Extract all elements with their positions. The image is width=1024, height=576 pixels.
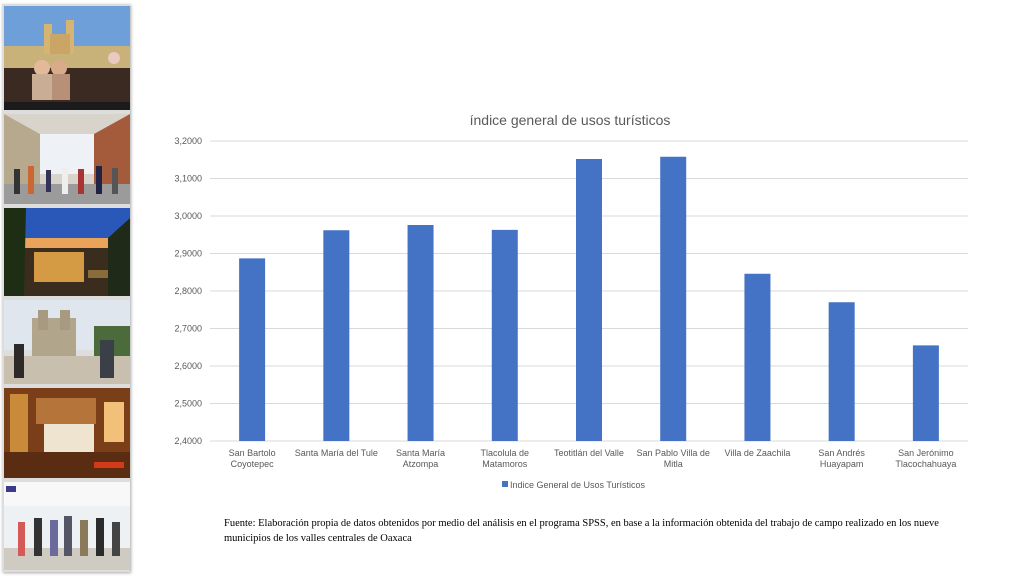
x-category-label: Santa María del Tule <box>295 448 378 458</box>
y-tick-label: 3,0000 <box>174 211 202 221</box>
x-category-label: San Jerónimo <box>898 448 954 458</box>
bar <box>407 225 434 441</box>
y-tick-label: 3,1000 <box>174 174 202 184</box>
x-category-label: Villa de Zaachila <box>725 448 791 458</box>
tourists-photo <box>4 482 130 570</box>
x-category-label: Atzompa <box>403 459 439 469</box>
x-category-label: Santa María <box>396 448 445 458</box>
bar <box>323 230 350 441</box>
x-category-label: Matamoros <box>482 459 528 469</box>
y-tick-label: 2,7000 <box>174 324 202 334</box>
chart-legend: Indice General de Usos Turísticos <box>502 480 646 490</box>
bar <box>828 302 855 441</box>
hotel-room-photo <box>4 388 130 478</box>
x-category-label: Tlacolula de <box>481 448 530 458</box>
legend-swatch <box>502 481 508 487</box>
bar <box>491 229 518 441</box>
bar <box>239 258 266 441</box>
x-category-label: San Andrés <box>818 448 865 458</box>
cathedral-couple-photo <box>4 6 130 110</box>
terrace-photo <box>4 208 130 296</box>
x-category-label: Huayapam <box>820 459 864 469</box>
y-tick-label: 2,9000 <box>174 249 202 259</box>
x-category-label: Mitla <box>664 459 683 469</box>
y-tick-label: 2,5000 <box>174 399 202 409</box>
bar <box>660 156 687 441</box>
x-category-label: Coyotepec <box>231 459 275 469</box>
bar-chart: índice general de usos turísticos 2,4000… <box>174 112 968 490</box>
x-category-label: San Bartolo <box>229 448 276 458</box>
y-tick-label: 2,8000 <box>174 286 202 296</box>
x-category-label: Tlacochahuaya <box>895 459 956 469</box>
bar <box>744 273 771 441</box>
x-category-label: San Pablo Villa de <box>637 448 710 458</box>
chart-title: índice general de usos turísticos <box>470 112 671 128</box>
y-tick-label: 2,6000 <box>174 361 202 371</box>
y-tick-label: 2,4000 <box>174 436 202 446</box>
photo-strip <box>2 4 130 572</box>
church-photo <box>4 300 130 384</box>
y-tick-label: 3,2000 <box>174 136 202 146</box>
bar <box>912 345 939 441</box>
source-note: Fuente: Elaboración propia de datos obte… <box>224 518 939 544</box>
street-crowd-photo <box>4 114 130 204</box>
legend-label: Indice General de Usos Turísticos <box>510 480 646 490</box>
x-category-label: Teotitlán del Valle <box>554 448 624 458</box>
bar <box>576 159 602 441</box>
